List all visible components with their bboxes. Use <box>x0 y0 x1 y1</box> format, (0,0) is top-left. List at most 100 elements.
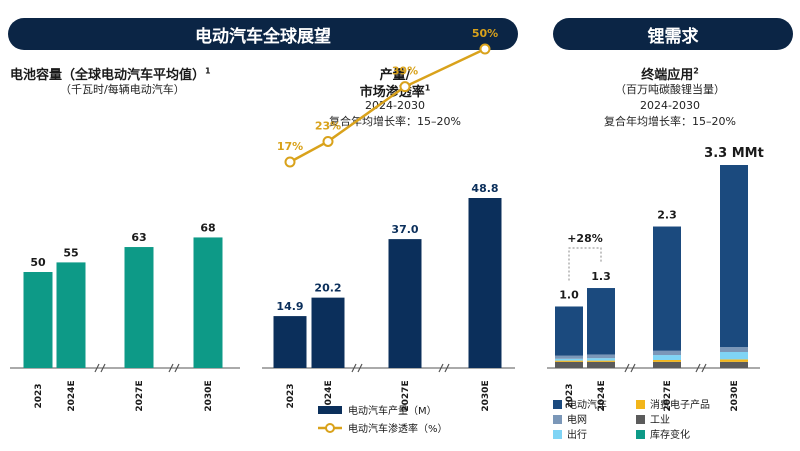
panel2-period: 2024-2030 <box>365 99 425 112</box>
panel1-title-text: 电池容量（全球电动汽车平均值） <box>10 68 206 83</box>
industrial-segment <box>587 361 615 368</box>
growth-bracket <box>568 247 602 281</box>
legend-label-grid-segment: 电网 <box>567 413 587 426</box>
panel3-axis-break-2-b <box>701 363 707 373</box>
lithium-demand-header-text: 锂需求 <box>647 26 699 47</box>
x-tick-label: 2027E <box>135 380 145 411</box>
panel3-axis-break-1-a <box>624 363 630 373</box>
legend-swatch-inventory-segment <box>636 430 645 439</box>
panel3-period: 2024-2030 <box>640 99 700 112</box>
panel1-axis-break-1-b <box>100 363 106 373</box>
legend-swatch-production <box>318 406 342 414</box>
ev-segment <box>720 165 748 348</box>
growth-label: +28% <box>567 232 603 245</box>
grid-segment <box>653 350 681 356</box>
battery-value-label: 68 <box>200 221 215 234</box>
legend-label-inventory-segment: 库存变化 <box>650 428 690 441</box>
x-tick-label: 2027E <box>401 380 411 411</box>
legend-label-ev-segment: 电动汽车 <box>567 398 607 411</box>
battery-bar <box>193 237 223 368</box>
panel2-axis-break-1-b <box>357 363 363 373</box>
industrial-segment <box>555 361 583 368</box>
legend-label-consumer-electronics-segment: 消费电子产品 <box>650 398 710 411</box>
legend-label-production: 电动汽车产量（M） <box>348 404 437 417</box>
panel3-title-text: 终端应用 <box>641 68 694 83</box>
panel1-axis-break-2-b <box>174 363 180 373</box>
penetration-point <box>284 156 296 168</box>
industrial-segment <box>720 361 748 368</box>
consumer-electronics-segment <box>653 360 681 362</box>
penetration-line <box>289 47 486 164</box>
x-tick-label: 2030E <box>481 380 491 411</box>
legend-swatch-consumer-electronics-segment <box>636 400 645 409</box>
legend-marker-penetration <box>325 423 335 433</box>
panel1-title: 电池容量（全球电动汽车平均值）1 <box>10 64 211 83</box>
mobility-segment <box>555 358 583 361</box>
lithium-total-label: 2.3 <box>657 209 677 222</box>
mobility-segment <box>587 358 615 361</box>
ev-segment <box>587 288 615 355</box>
lithium-total-label: 3.3 MMt <box>704 146 764 161</box>
production-value-label: 14.9 <box>276 300 303 313</box>
panel3-axis-break-2-a <box>695 363 701 373</box>
legend-swatch-industrial-segment <box>636 415 645 424</box>
lithium-total-label: 1.0 <box>559 288 579 301</box>
legend-label-industrial-segment: 工业 <box>650 414 670 426</box>
mobility-segment <box>720 352 748 360</box>
x-tick-label: 2024E <box>67 380 77 411</box>
battery-bar <box>23 272 53 368</box>
panel3-cagr: 复合年均增长率：15–20% <box>604 115 736 128</box>
panel2-title-line1: 产量/ <box>379 68 411 83</box>
production-bar <box>468 198 502 368</box>
battery-value-label: 63 <box>131 231 146 244</box>
consumer-electronics-segment <box>720 359 748 362</box>
lithium-demand-header: 锂需求 <box>553 18 793 50</box>
x-tick-label: 2030E <box>204 380 214 411</box>
x-tick-label: 2023 <box>34 383 44 408</box>
penetration-value-label: 17% <box>277 140 303 153</box>
lithium-total-label: 1.3 <box>591 270 611 283</box>
x-tick-label: 2030E <box>730 380 740 411</box>
battery-value-label: 50 <box>30 256 46 269</box>
mobility-segment <box>653 355 681 361</box>
panel2-axis-break-2-a <box>438 363 444 373</box>
legend-swatch-mobility-segment <box>553 430 562 439</box>
panel1-subtitle: （千瓦时/每辆电动汽车） <box>60 83 185 96</box>
battery-value-label: 55 <box>63 246 78 259</box>
legend-swatch-grid-segment <box>553 415 562 424</box>
x-tick-label: 2023 <box>286 383 296 408</box>
penetration-point <box>399 81 411 93</box>
legend-label-penetration: 电动汽车渗透率（%） <box>348 422 448 435</box>
penetration-point <box>479 43 491 55</box>
consumer-electronics-segment <box>555 360 583 362</box>
production-value-label: 37.0 <box>391 223 418 236</box>
battery-bar <box>56 262 86 368</box>
battery-bar <box>124 247 154 368</box>
industrial-segment <box>653 361 681 368</box>
penetration-value-label: 39% <box>392 65 418 78</box>
consumer-electronics-segment <box>587 360 615 362</box>
x-tick-label: 2023 <box>565 383 575 408</box>
penetration-value-label: 23% <box>315 119 341 132</box>
production-bar <box>273 316 307 368</box>
panel3-title: 终端应用2 <box>595 64 745 83</box>
production-bar <box>388 239 422 368</box>
panel3-title-sup: 2 <box>693 66 699 76</box>
production-bar <box>311 297 345 368</box>
ev-outlook-header: 电动汽车全球展望 <box>8 18 518 50</box>
panel3-subtitle: （百万吨碳酸锂当量） <box>615 83 725 96</box>
x-tick-label: 2024E <box>324 380 334 411</box>
production-value-label: 48.8 <box>471 182 498 195</box>
grid-segment <box>720 347 748 353</box>
ev-segment <box>653 226 681 351</box>
panel3-axis-break-1-b <box>630 363 636 373</box>
panel2-title-sup: 1 <box>424 83 431 93</box>
panel2-axis-break-1-a <box>351 363 357 373</box>
production-value-label: 20.2 <box>314 282 341 295</box>
penetration-point <box>322 135 334 147</box>
panel1-title-sup: 1 <box>205 66 211 76</box>
grid-segment <box>587 354 615 359</box>
grid-segment <box>555 355 583 359</box>
legend-swatch-ev-segment <box>553 400 562 409</box>
